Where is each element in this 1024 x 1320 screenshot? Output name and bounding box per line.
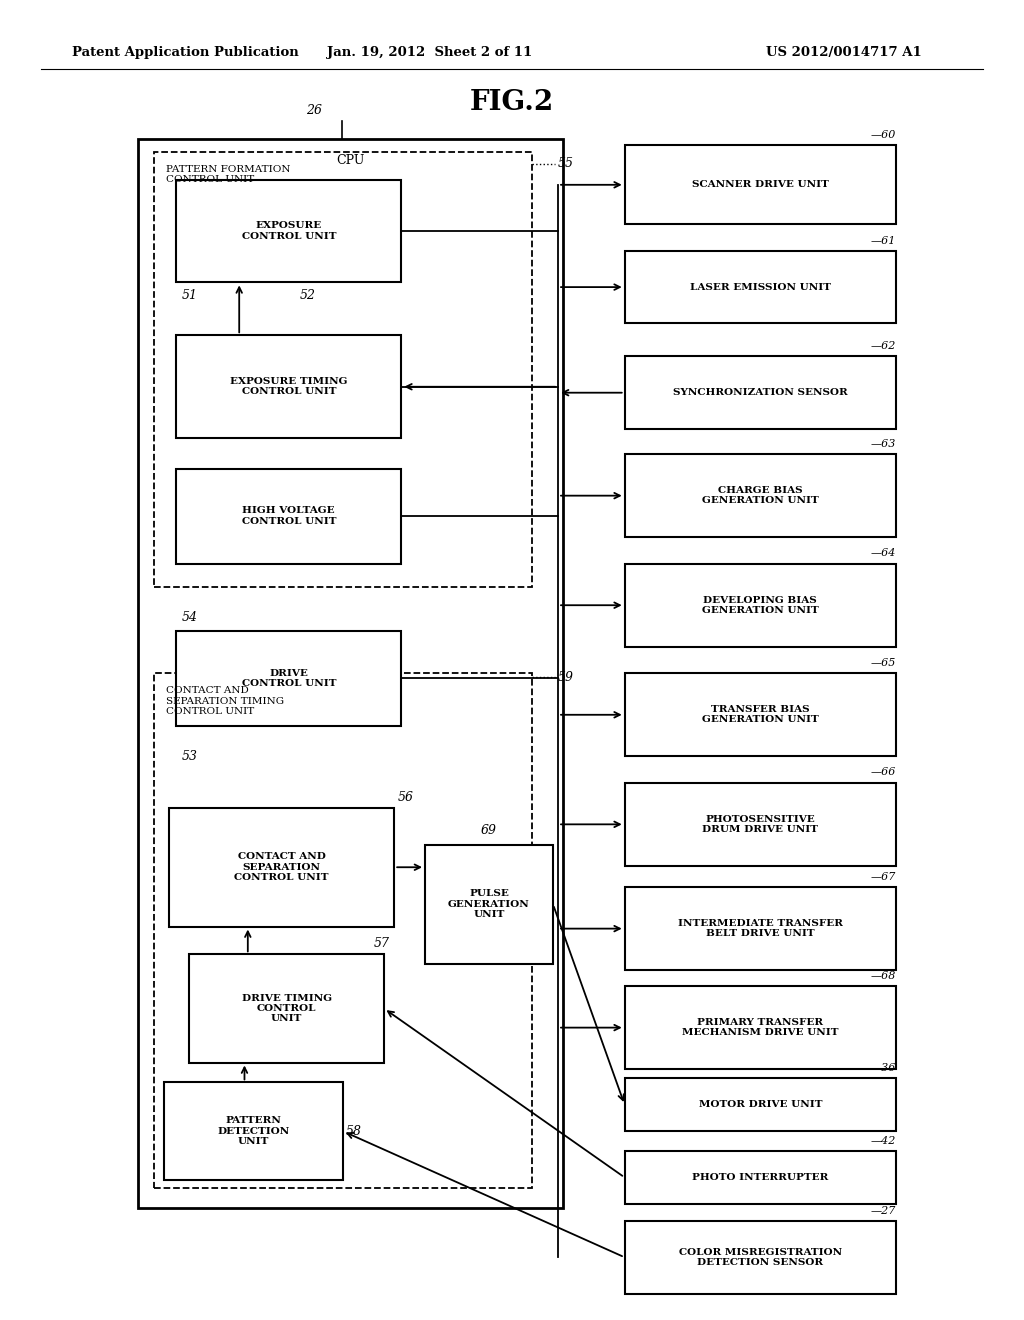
Bar: [625, 356, 896, 429]
Text: PHOTO INTERRUPTER: PHOTO INTERRUPTER: [692, 1173, 828, 1181]
Text: —64: —64: [870, 548, 896, 558]
Bar: [625, 783, 896, 866]
Text: 59: 59: [558, 671, 574, 684]
Text: DEVELOPING BIAS
GENERATION UNIT: DEVELOPING BIAS GENERATION UNIT: [701, 595, 819, 615]
Text: —67: —67: [870, 871, 896, 882]
Text: 53: 53: [181, 750, 198, 763]
Text: PRIMARY TRANSFER
MECHANISM DRIVE UNIT: PRIMARY TRANSFER MECHANISM DRIVE UNIT: [682, 1018, 839, 1038]
Text: 69: 69: [481, 824, 497, 837]
Bar: [176, 335, 401, 438]
Text: EXPOSURE TIMING
CONTROL UNIT: EXPOSURE TIMING CONTROL UNIT: [230, 378, 347, 396]
Text: CPU: CPU: [337, 154, 365, 168]
Bar: [625, 986, 896, 1069]
Text: 56: 56: [397, 791, 414, 804]
Bar: [154, 152, 532, 587]
Bar: [625, 673, 896, 756]
Text: 58: 58: [346, 1125, 362, 1138]
Text: SYNCHRONIZATION SENSOR: SYNCHRONIZATION SENSOR: [673, 388, 848, 397]
Text: 55: 55: [558, 157, 574, 170]
Text: —68: —68: [870, 970, 896, 981]
Text: 54: 54: [181, 611, 198, 624]
Text: CHARGE BIAS
GENERATION UNIT: CHARGE BIAS GENERATION UNIT: [701, 486, 819, 506]
Bar: [425, 845, 553, 964]
Bar: [164, 1082, 343, 1180]
Text: —36: —36: [870, 1063, 896, 1073]
Text: INTERMEDIATE TRANSFER
BELT DRIVE UNIT: INTERMEDIATE TRANSFER BELT DRIVE UNIT: [678, 919, 843, 939]
Text: DRIVE
CONTROL UNIT: DRIVE CONTROL UNIT: [242, 669, 336, 688]
Bar: [138, 139, 563, 1208]
Text: —62: —62: [870, 341, 896, 351]
Bar: [189, 954, 384, 1063]
Text: SCANNER DRIVE UNIT: SCANNER DRIVE UNIT: [692, 181, 828, 189]
Text: LASER EMISSION UNIT: LASER EMISSION UNIT: [690, 282, 830, 292]
Text: 57: 57: [374, 937, 390, 950]
Text: —66: —66: [870, 767, 896, 777]
Text: 51: 51: [181, 289, 198, 302]
Text: FIG.2: FIG.2: [470, 90, 554, 116]
Text: 52: 52: [300, 289, 316, 302]
Text: EXPOSURE
CONTROL UNIT: EXPOSURE CONTROL UNIT: [242, 222, 336, 240]
Bar: [625, 145, 896, 224]
Text: PATTERN FORMATION
CONTROL UNIT: PATTERN FORMATION CONTROL UNIT: [166, 165, 291, 185]
Text: —27: —27: [870, 1205, 896, 1216]
Text: TRANSFER BIAS
GENERATION UNIT: TRANSFER BIAS GENERATION UNIT: [701, 705, 819, 725]
Text: HIGH VOLTAGE
CONTROL UNIT: HIGH VOLTAGE CONTROL UNIT: [242, 507, 336, 525]
Text: PULSE
GENERATION
UNIT: PULSE GENERATION UNIT: [449, 890, 529, 919]
Text: PHOTOSENSITIVE
DRUM DRIVE UNIT: PHOTOSENSITIVE DRUM DRIVE UNIT: [702, 814, 818, 834]
Text: CONTACT AND
SEPARATION TIMING
CONTROL UNIT: CONTACT AND SEPARATION TIMING CONTROL UN…: [166, 686, 284, 717]
Text: COLOR MISREGISTRATION
DETECTION SENSOR: COLOR MISREGISTRATION DETECTION SENSOR: [679, 1247, 842, 1267]
Bar: [169, 808, 394, 927]
Bar: [154, 673, 532, 1188]
Bar: [176, 180, 401, 282]
Text: MOTOR DRIVE UNIT: MOTOR DRIVE UNIT: [698, 1101, 822, 1109]
Text: CONTACT AND
SEPARATION
CONTROL UNIT: CONTACT AND SEPARATION CONTROL UNIT: [234, 853, 329, 882]
Bar: [625, 454, 896, 537]
Text: —42: —42: [870, 1135, 896, 1146]
Text: PATTERN
DETECTION
UNIT: PATTERN DETECTION UNIT: [217, 1117, 290, 1146]
Bar: [176, 469, 401, 564]
Text: Patent Application Publication: Patent Application Publication: [72, 46, 298, 59]
Text: —65: —65: [870, 657, 896, 668]
Text: —63: —63: [870, 438, 896, 449]
Bar: [625, 564, 896, 647]
Bar: [625, 1151, 896, 1204]
Text: —60: —60: [870, 129, 896, 140]
Bar: [176, 631, 401, 726]
Text: Jan. 19, 2012  Sheet 2 of 11: Jan. 19, 2012 Sheet 2 of 11: [328, 46, 532, 59]
Text: DRIVE TIMING
CONTROL
UNIT: DRIVE TIMING CONTROL UNIT: [242, 994, 332, 1023]
Bar: [625, 887, 896, 970]
Bar: [625, 1078, 896, 1131]
Bar: [625, 1221, 896, 1294]
Text: —61: —61: [870, 235, 896, 246]
Text: US 2012/0014717 A1: US 2012/0014717 A1: [766, 46, 922, 59]
Bar: [625, 251, 896, 323]
Text: 26: 26: [306, 104, 322, 117]
